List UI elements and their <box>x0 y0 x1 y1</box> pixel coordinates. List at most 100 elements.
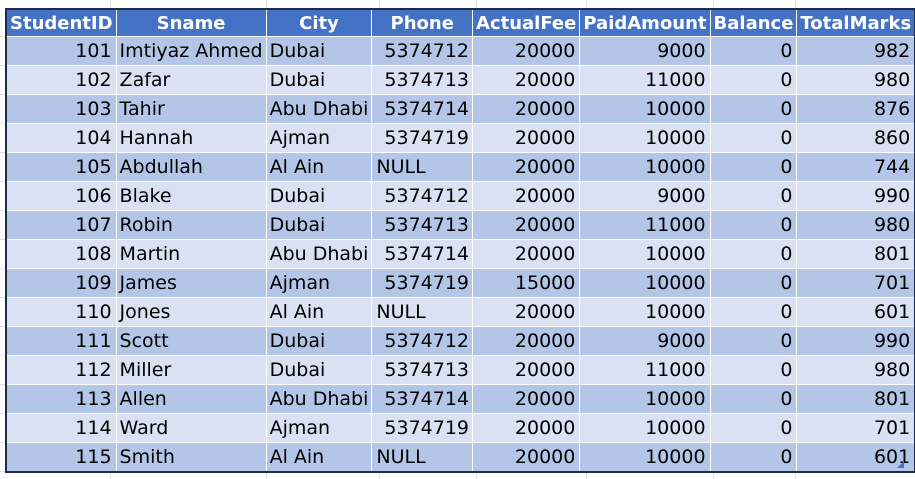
actualfee-cell[interactable]: 20000 <box>472 326 581 356</box>
studentid-cell[interactable]: 102 <box>6 65 117 95</box>
totalmarks-cell[interactable]: 701 <box>796 413 915 443</box>
paidamount-cell[interactable]: 9000 <box>579 326 711 356</box>
balance-cell[interactable]: 0 <box>710 123 798 153</box>
studentid-cell[interactable]: 105 <box>6 152 117 182</box>
sname-cell[interactable]: Scott <box>116 326 267 356</box>
balance-cell[interactable]: 0 <box>710 239 798 269</box>
sname-cell[interactable]: Tahir <box>116 94 267 124</box>
actualfee-cell[interactable]: 20000 <box>472 297 581 327</box>
sname-cell[interactable]: James <box>116 268 267 298</box>
phone-cell[interactable]: NULL <box>371 442 474 472</box>
phone-cell[interactable]: 5374719 <box>371 268 474 298</box>
totalmarks-cell[interactable]: 876 <box>796 94 915 124</box>
paidamount-cell[interactable]: 11000 <box>579 210 711 240</box>
paidamount-cell[interactable]: 10000 <box>579 123 711 153</box>
actualfee-cell[interactable]: 20000 <box>472 210 581 240</box>
totalmarks-cell[interactable]: 701 <box>796 268 915 298</box>
balance-cell[interactable]: 0 <box>710 36 798 66</box>
phone-cell[interactable]: 5374713 <box>371 65 474 95</box>
paidamount-cell[interactable]: 10000 <box>579 94 711 124</box>
balance-cell[interactable]: 0 <box>710 297 798 327</box>
totalmarks-cell[interactable]: 744 <box>796 152 915 182</box>
balance-cell[interactable]: 0 <box>710 181 798 211</box>
actualfee-cell[interactable]: 20000 <box>472 355 581 385</box>
header-totalmarks[interactable]: TotalMarks <box>796 9 915 37</box>
balance-cell[interactable]: 0 <box>710 442 798 472</box>
studentid-cell[interactable]: 106 <box>6 181 117 211</box>
paidamount-cell[interactable]: 9000 <box>579 181 711 211</box>
city-cell[interactable]: Al Ain <box>266 442 373 472</box>
sname-cell[interactable]: Robin <box>116 210 267 240</box>
totalmarks-cell[interactable]: 990 <box>796 326 915 356</box>
city-cell[interactable]: Abu Dhabi <box>266 239 373 269</box>
studentid-cell[interactable]: 115 <box>6 442 117 472</box>
balance-cell[interactable]: 0 <box>710 152 798 182</box>
totalmarks-cell[interactable]: 990 <box>796 181 915 211</box>
phone-cell[interactable]: 5374719 <box>371 123 474 153</box>
paidamount-cell[interactable]: 10000 <box>579 384 711 414</box>
actualfee-cell[interactable]: 20000 <box>472 65 581 95</box>
city-cell[interactable]: Dubai <box>266 326 373 356</box>
balance-cell[interactable]: 0 <box>710 384 798 414</box>
sname-cell[interactable]: Zafar <box>116 65 267 95</box>
studentid-cell[interactable]: 107 <box>6 210 117 240</box>
city-cell[interactable]: Al Ain <box>266 152 373 182</box>
paidamount-cell[interactable]: 10000 <box>579 413 711 443</box>
sname-cell[interactable]: Imtiyaz Ahmed <box>116 36 267 66</box>
sname-cell[interactable]: Jones <box>116 297 267 327</box>
header-sname[interactable]: Sname <box>116 9 267 37</box>
city-cell[interactable]: Dubai <box>266 65 373 95</box>
totalmarks-cell[interactable]: 980 <box>796 355 915 385</box>
studentid-cell[interactable]: 103 <box>6 94 117 124</box>
phone-cell[interactable]: 5374712 <box>371 326 474 356</box>
balance-cell[interactable]: 0 <box>710 413 798 443</box>
sname-cell[interactable]: Ward <box>116 413 267 443</box>
studentid-cell[interactable]: 114 <box>6 413 117 443</box>
actualfee-cell[interactable]: 20000 <box>472 36 581 66</box>
city-cell[interactable]: Dubai <box>266 355 373 385</box>
city-cell[interactable]: Ajman <box>266 123 373 153</box>
city-cell[interactable]: Al Ain <box>266 297 373 327</box>
phone-cell[interactable]: 5374712 <box>371 181 474 211</box>
studentid-cell[interactable]: 111 <box>6 326 117 356</box>
city-cell[interactable]: Ajman <box>266 268 373 298</box>
paidamount-cell[interactable]: 10000 <box>579 442 711 472</box>
phone-cell[interactable]: 5374712 <box>371 36 474 66</box>
balance-cell[interactable]: 0 <box>710 94 798 124</box>
balance-cell[interactable]: 0 <box>710 210 798 240</box>
balance-cell[interactable]: 0 <box>710 268 798 298</box>
table-resize-handle[interactable] <box>897 461 904 468</box>
phone-cell[interactable]: NULL <box>371 297 474 327</box>
paidamount-cell[interactable]: 10000 <box>579 152 711 182</box>
phone-cell[interactable]: 5374713 <box>371 355 474 385</box>
totalmarks-cell[interactable]: 601 <box>796 442 915 472</box>
actualfee-cell[interactable]: 20000 <box>472 413 581 443</box>
totalmarks-cell[interactable]: 801 <box>796 239 915 269</box>
city-cell[interactable]: Ajman <box>266 413 373 443</box>
sname-cell[interactable]: Blake <box>116 181 267 211</box>
sname-cell[interactable]: Abdullah <box>116 152 267 182</box>
balance-cell[interactable]: 0 <box>710 355 798 385</box>
totalmarks-cell[interactable]: 982 <box>796 36 915 66</box>
actualfee-cell[interactable]: 20000 <box>472 384 581 414</box>
totalmarks-cell[interactable]: 601 <box>796 297 915 327</box>
actualfee-cell[interactable]: 20000 <box>472 123 581 153</box>
totalmarks-cell[interactable]: 860 <box>796 123 915 153</box>
header-phone[interactable]: Phone <box>371 9 474 37</box>
totalmarks-cell[interactable]: 980 <box>796 210 915 240</box>
actualfee-cell[interactable]: 20000 <box>472 181 581 211</box>
paidamount-cell[interactable]: 10000 <box>579 239 711 269</box>
totalmarks-cell[interactable]: 980 <box>796 65 915 95</box>
paidamount-cell[interactable]: 10000 <box>579 268 711 298</box>
sname-cell[interactable]: Allen <box>116 384 267 414</box>
city-cell[interactable]: Dubai <box>266 36 373 66</box>
studentid-cell[interactable]: 112 <box>6 355 117 385</box>
city-cell[interactable]: Abu Dhabi <box>266 94 373 124</box>
studentid-cell[interactable]: 113 <box>6 384 117 414</box>
studentid-cell[interactable]: 109 <box>6 268 117 298</box>
actualfee-cell[interactable]: 20000 <box>472 152 581 182</box>
paidamount-cell[interactable]: 10000 <box>579 297 711 327</box>
header-city[interactable]: City <box>266 9 373 37</box>
header-actualfee[interactable]: ActualFee <box>472 9 581 37</box>
header-studentid[interactable]: StudentID <box>6 9 117 37</box>
